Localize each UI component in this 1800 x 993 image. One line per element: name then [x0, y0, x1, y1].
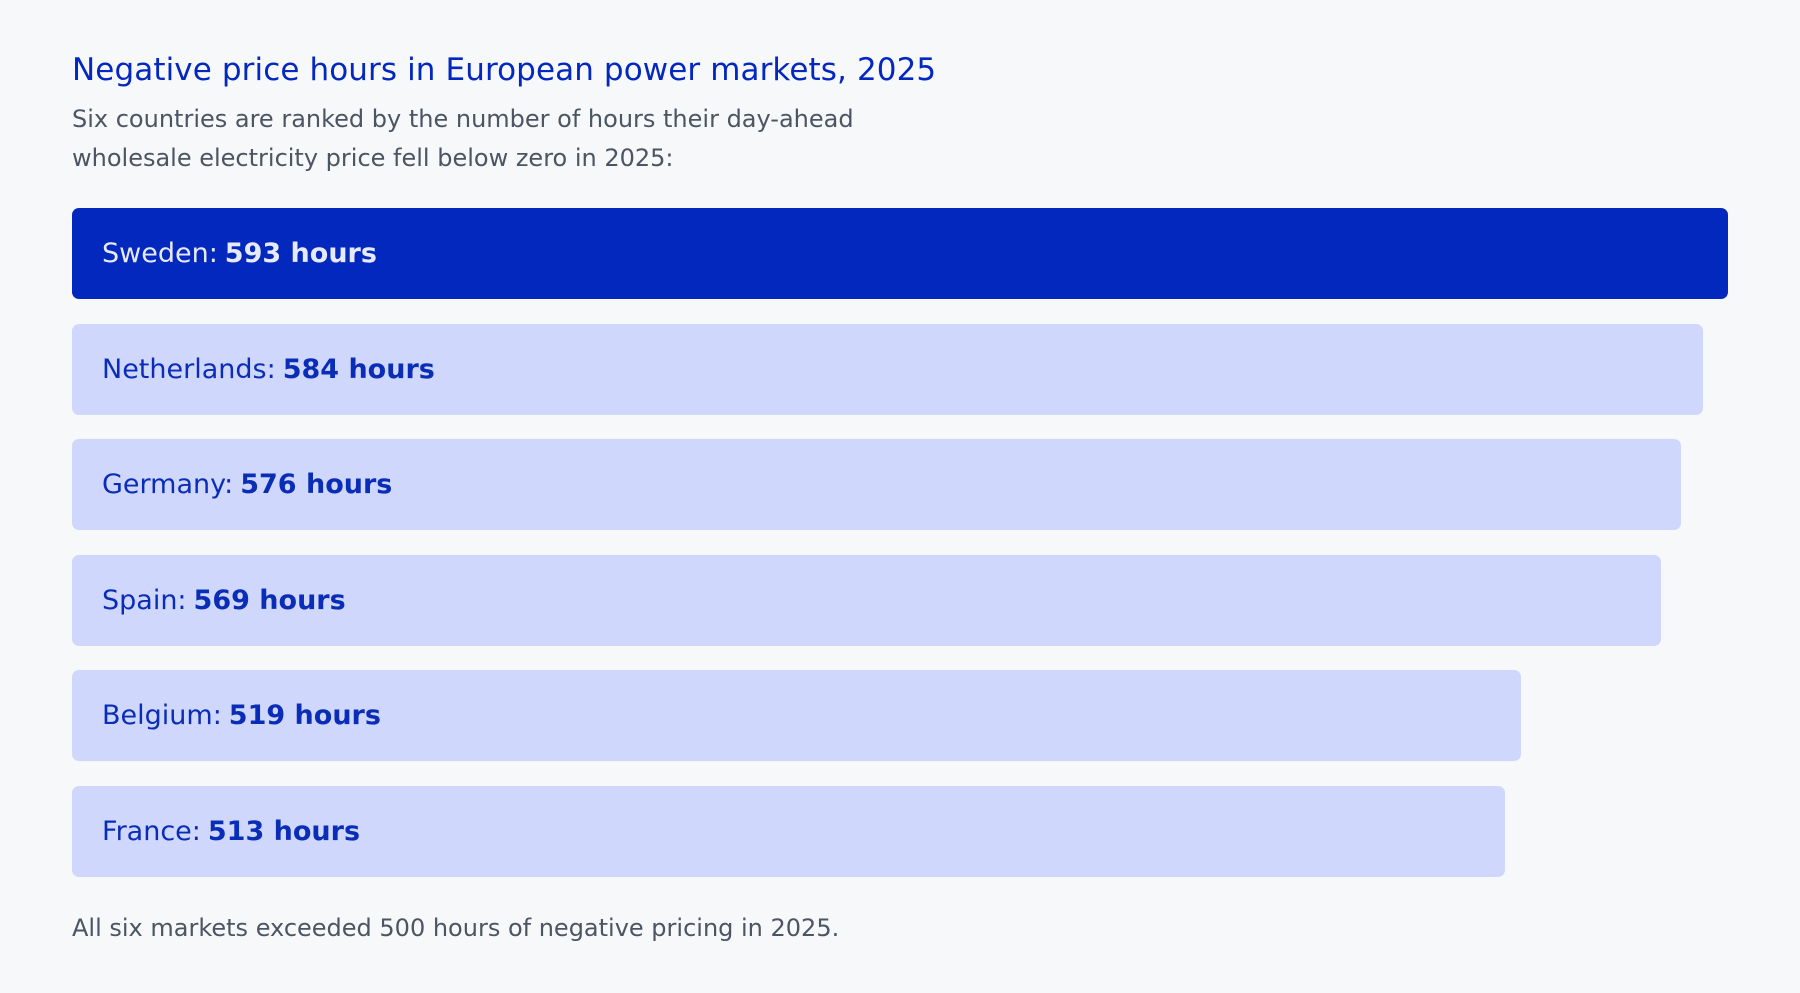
- bar-category-label: Netherlands:: [102, 354, 276, 385]
- bar-value-label: 519 hours: [228, 700, 381, 731]
- bar-category-label: Belgium:: [102, 700, 222, 731]
- bar-value-label: 584 hours: [282, 354, 435, 385]
- chart-subtitle: Six countries are ranked by the number o…: [72, 105, 854, 172]
- bar-value-label: 569 hours: [193, 585, 346, 616]
- bar-netherlands: Netherlands: 584 hours: [72, 324, 1703, 415]
- chart-footnote: All six markets exceeded 500 hours of ne…: [72, 914, 840, 942]
- bar-value-label: 513 hours: [207, 816, 361, 847]
- bar-category-label: Sweden:: [102, 238, 218, 269]
- bar-category-label: Spain:: [102, 585, 187, 616]
- chart-title: Negative price hours in European power m…: [72, 52, 937, 88]
- bar-value-label: 576 hours: [240, 469, 393, 500]
- bar-france: France: 513 hours: [72, 786, 1505, 877]
- bar-value-label: 593 hours: [224, 238, 377, 269]
- bar-sweden: Sweden: 593 hours: [72, 208, 1728, 299]
- bar-category-label: Germany:: [102, 469, 234, 500]
- bar-category-label: France:: [102, 816, 201, 847]
- bar-list: Sweden: 593 hours Netherlands: 584 hours Ger…: [72, 208, 1728, 878]
- bar-spain: Spain: 569 hours: [72, 555, 1661, 646]
- bar-germany: Germany: 576 hours: [72, 439, 1681, 530]
- bar-belgium: Belgium: 519 hours: [72, 670, 1521, 761]
- chart-container: Negative price hours in European power m…: [72, 48, 1728, 878]
